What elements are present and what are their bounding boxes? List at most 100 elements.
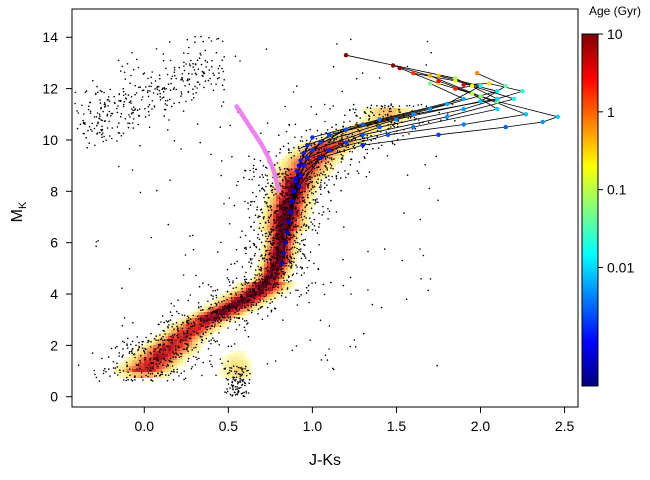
density-cell <box>333 162 336 165</box>
density-cell <box>138 354 141 357</box>
star-point <box>408 133 410 135</box>
density-cell <box>297 177 300 180</box>
density-cell <box>261 294 264 297</box>
star-point <box>167 325 169 328</box>
star-point <box>131 380 134 382</box>
star-point <box>326 184 328 186</box>
density-cell <box>276 174 279 177</box>
density-cell <box>279 222 282 225</box>
density-cell <box>219 306 222 309</box>
star-point <box>294 123 297 126</box>
star-point <box>317 182 319 184</box>
star-point <box>393 125 396 128</box>
star-point <box>146 91 149 94</box>
star-point <box>159 344 162 346</box>
density-cell <box>285 153 288 156</box>
density-cell <box>297 216 300 219</box>
star-point <box>289 238 291 240</box>
star-point <box>241 392 244 395</box>
star-point <box>91 352 94 354</box>
star-point <box>173 328 175 331</box>
star-point <box>194 63 197 65</box>
star-point <box>157 365 159 368</box>
star-point <box>287 180 289 182</box>
density-cell <box>126 357 129 360</box>
density-cell <box>138 360 141 363</box>
star-point <box>192 88 194 90</box>
density-cell <box>225 357 228 360</box>
star-point <box>276 283 279 286</box>
star-point <box>370 104 373 107</box>
star-point <box>429 278 432 280</box>
density-cell <box>411 108 414 111</box>
star-point <box>247 288 250 291</box>
star-point <box>241 230 243 232</box>
density-cell <box>261 285 264 288</box>
star-point <box>176 325 178 328</box>
star-point <box>342 284 345 287</box>
star-point <box>157 85 160 88</box>
star-point <box>282 238 284 240</box>
star-point <box>102 372 105 375</box>
density-cell <box>234 357 237 360</box>
density-cell <box>222 297 225 300</box>
density-cell <box>207 312 210 315</box>
star-point <box>86 146 89 149</box>
density-cell <box>267 237 270 240</box>
density-cell <box>342 144 345 147</box>
star-point <box>230 370 233 373</box>
star-point <box>291 246 294 249</box>
star-point <box>217 301 220 304</box>
star-point <box>297 225 299 227</box>
density-cell <box>147 354 150 357</box>
density-cell <box>222 369 225 372</box>
density-cell <box>273 240 276 243</box>
star-point <box>253 254 256 257</box>
density-cell <box>300 219 303 222</box>
density-cell <box>198 321 201 324</box>
star-point <box>216 77 219 80</box>
density-cell <box>156 369 159 372</box>
star-point <box>257 265 260 268</box>
density-cell <box>192 324 195 327</box>
density-cell <box>261 213 264 216</box>
star-point <box>324 174 326 176</box>
star-point <box>300 274 303 276</box>
density-cell <box>324 153 327 156</box>
star-point <box>187 357 190 360</box>
density-cell <box>162 369 165 372</box>
density-cell <box>264 198 267 201</box>
density-cell <box>195 318 198 321</box>
star-point <box>89 101 91 104</box>
density-cell <box>282 174 285 177</box>
density-cell <box>312 204 315 207</box>
density-cell <box>270 294 273 297</box>
density-cell <box>171 324 174 327</box>
star-point <box>349 150 351 153</box>
star-point <box>213 325 216 328</box>
star-point <box>116 140 118 142</box>
density-cell <box>243 366 246 369</box>
star-point <box>392 105 394 108</box>
density-cell <box>285 177 288 180</box>
star-point <box>314 143 316 146</box>
density-cell <box>246 294 249 297</box>
star-point <box>280 252 282 254</box>
star-point <box>267 235 270 237</box>
density-cell <box>273 234 276 237</box>
density-cell <box>186 339 189 342</box>
star-point <box>206 326 209 328</box>
density-cell <box>183 327 186 330</box>
density-cell <box>165 327 168 330</box>
star-point <box>345 176 347 179</box>
density-cell <box>279 216 282 219</box>
star-point <box>273 219 276 222</box>
star-point <box>365 112 367 115</box>
star-point <box>275 155 278 157</box>
star-point <box>197 333 200 335</box>
star-point <box>161 97 163 99</box>
y-tick-label: 2 <box>50 337 58 353</box>
star-point <box>333 158 335 160</box>
star-point <box>286 279 288 282</box>
density-cell <box>222 366 225 369</box>
